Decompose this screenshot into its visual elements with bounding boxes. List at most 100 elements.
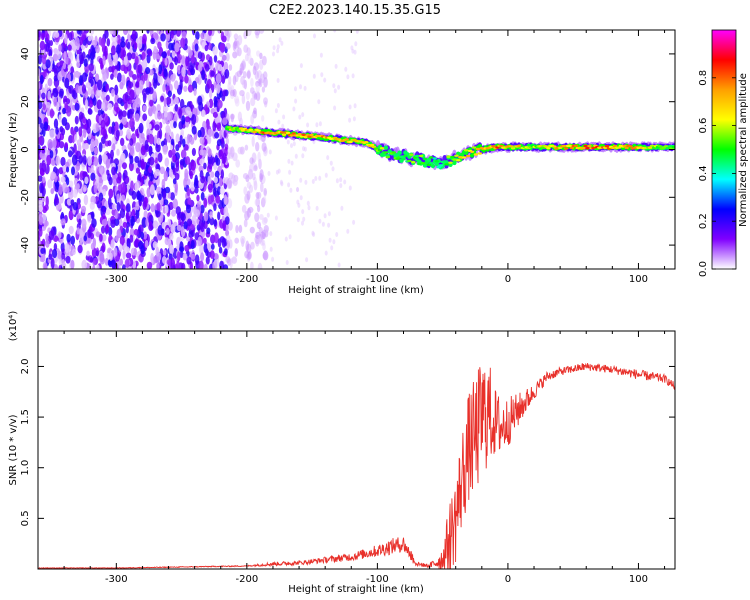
spectrogram-cell xyxy=(225,42,231,50)
spectrogram-cell xyxy=(148,123,152,130)
spectrogram-cell xyxy=(313,33,316,39)
spectrogram-cell xyxy=(41,92,46,100)
spectrogram-cell xyxy=(289,187,293,193)
spectrogram-cell xyxy=(42,262,48,269)
spectrogram-ridge-cell xyxy=(510,147,516,150)
spectrogram-cell xyxy=(93,257,99,265)
snr-y-multiplier: (x10⁴) xyxy=(8,311,19,342)
spectrogram-cell xyxy=(169,244,174,255)
spectrogram-ridge-cell xyxy=(383,145,389,150)
spectrogram-cell xyxy=(297,202,301,208)
spectrogram-cell xyxy=(197,236,202,247)
spectrogram-ridge-cell xyxy=(252,130,257,134)
spectrogram-cell xyxy=(315,205,319,211)
spectrogram-cell xyxy=(101,68,105,75)
spectrogram-cell xyxy=(160,228,165,236)
spectrogram-cell xyxy=(339,183,343,189)
spectrogram-cell xyxy=(200,175,206,184)
spectrogram-cell xyxy=(64,242,70,254)
spectrogram-cell xyxy=(296,187,299,192)
spectrogram-cell xyxy=(287,158,291,164)
spectrogram-cell xyxy=(230,113,234,123)
x-tick-label: -300 xyxy=(105,574,128,585)
spectrogram-ridge-cell xyxy=(454,154,459,157)
spectrogram-cell xyxy=(130,215,135,227)
spectrogram-ridge-cell xyxy=(671,145,675,149)
spectrogram-cell xyxy=(74,37,80,47)
spectrogram-ridge-cell xyxy=(424,161,430,164)
spectrogram-cell xyxy=(148,49,153,57)
spectrogram-cell xyxy=(165,96,172,106)
spectrogram-cell xyxy=(82,186,87,193)
spectrogram-ridge-cell xyxy=(432,157,437,160)
spectrogram-cell xyxy=(269,246,273,252)
spectrogram-cell xyxy=(208,98,214,109)
spectrogram-cell xyxy=(76,213,82,220)
spectrogram-cell xyxy=(65,56,69,65)
spectrogram-cell xyxy=(315,122,319,128)
spectrogram-cell xyxy=(189,170,194,180)
spectrogram-cell xyxy=(119,208,126,219)
spectrogram-cell xyxy=(115,44,122,55)
spectrogram-cell xyxy=(78,126,83,137)
spectrogram-cell xyxy=(222,220,227,231)
spectrogram-cell xyxy=(153,45,157,53)
spectrogram-cell xyxy=(219,186,225,195)
snr-y-axis: 0.5 1.0 1.5 2.0 xyxy=(20,358,675,526)
spectrogram-cell xyxy=(114,209,119,220)
spectrogram-cell xyxy=(261,115,265,122)
spectrogram-cell xyxy=(38,81,41,90)
spectrogram-cell xyxy=(94,73,100,83)
spectrogram-cell xyxy=(86,126,91,134)
spectrogram-cell xyxy=(254,212,260,223)
spectrogram-cell xyxy=(176,64,182,75)
spectrogram-cell xyxy=(169,144,174,151)
spectrogram-cell xyxy=(181,66,186,77)
spectrogram-cell xyxy=(298,114,302,120)
spectrogram-cell xyxy=(247,53,252,64)
spectrogram-cell xyxy=(81,84,87,94)
colorbar-label: Normalized spectral amplitude xyxy=(738,73,749,227)
spectrogram-ridge-cell xyxy=(420,162,426,165)
spectrogram-cell xyxy=(233,40,238,50)
spectrogram-ridge-cell xyxy=(422,157,428,161)
spectrogram-cell xyxy=(161,255,167,264)
spectrogram-cell xyxy=(301,209,305,215)
spectrogram-cell xyxy=(160,95,165,102)
spectrogram-cell xyxy=(65,255,71,264)
spectrogram-ridge-cell xyxy=(303,135,308,139)
spectrogram-cell xyxy=(203,197,208,208)
spectrogram-cell xyxy=(165,30,170,35)
spectrogram-cell xyxy=(152,220,159,229)
spectrogram-cell xyxy=(244,210,250,221)
spectrogram-cell xyxy=(142,92,147,104)
spectrogram-cell xyxy=(237,35,243,46)
y-tick-label: 2.0 xyxy=(20,358,31,374)
spectrogram-cell xyxy=(120,182,126,194)
spectrogram-cell xyxy=(58,90,64,99)
spectrogram-cell xyxy=(190,223,195,231)
spectrogram-cell xyxy=(176,260,180,269)
spectrogram-cell xyxy=(119,81,124,90)
spectrogram-cell xyxy=(304,179,308,185)
spectrogram-cell xyxy=(169,62,174,70)
spectrogram-cell xyxy=(154,124,160,131)
spectrogram-cell xyxy=(221,237,227,248)
spectrogram-cell xyxy=(225,256,231,264)
spectrogram-cell xyxy=(101,174,108,181)
spectrogram-cell xyxy=(55,168,60,177)
spectrogram-cell xyxy=(87,155,92,167)
spectrogram-cell xyxy=(178,54,182,61)
spectrogram-cell xyxy=(324,250,328,256)
spectrogram-ridge-cell xyxy=(301,133,306,136)
spectrogram-cell xyxy=(159,166,165,175)
spectrogram-cell xyxy=(245,91,250,101)
spectrogram-ridge-cell xyxy=(442,155,447,162)
spectrogram-cell xyxy=(110,239,115,249)
spectrogram-cell xyxy=(90,164,94,172)
spectrogram-cell xyxy=(40,123,45,130)
spectrogram-cell xyxy=(163,170,168,182)
spectrogram-cell xyxy=(180,128,185,137)
spectrogram-cell xyxy=(148,145,153,154)
spectrogram-cell xyxy=(169,232,174,241)
